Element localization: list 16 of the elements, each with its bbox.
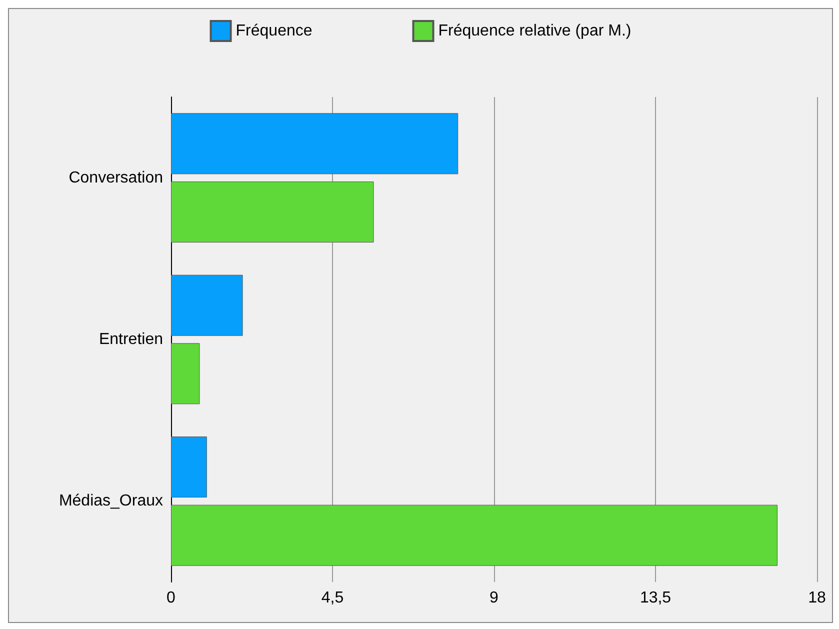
legend-label: Fréquence — [236, 22, 312, 40]
x-tick-label: 18 — [808, 590, 826, 606]
bar — [171, 504, 778, 566]
bar — [171, 343, 200, 404]
x-tick-label: 13,5 — [640, 590, 672, 606]
x-tick-label: 0 — [166, 590, 176, 606]
y-tick-label: Entretien — [98, 331, 163, 348]
y-tick-label: Conversation — [68, 169, 163, 186]
bar — [171, 181, 374, 242]
x-tick-label: 4,5 — [321, 590, 344, 606]
y-tick-label: Médias_Oraux — [58, 492, 163, 510]
bar — [171, 274, 243, 336]
legend-label: Fréquence relative (par M.) — [438, 22, 632, 40]
x-tick-label: 9 — [490, 590, 499, 606]
bar — [171, 436, 207, 498]
bar — [171, 113, 458, 174]
